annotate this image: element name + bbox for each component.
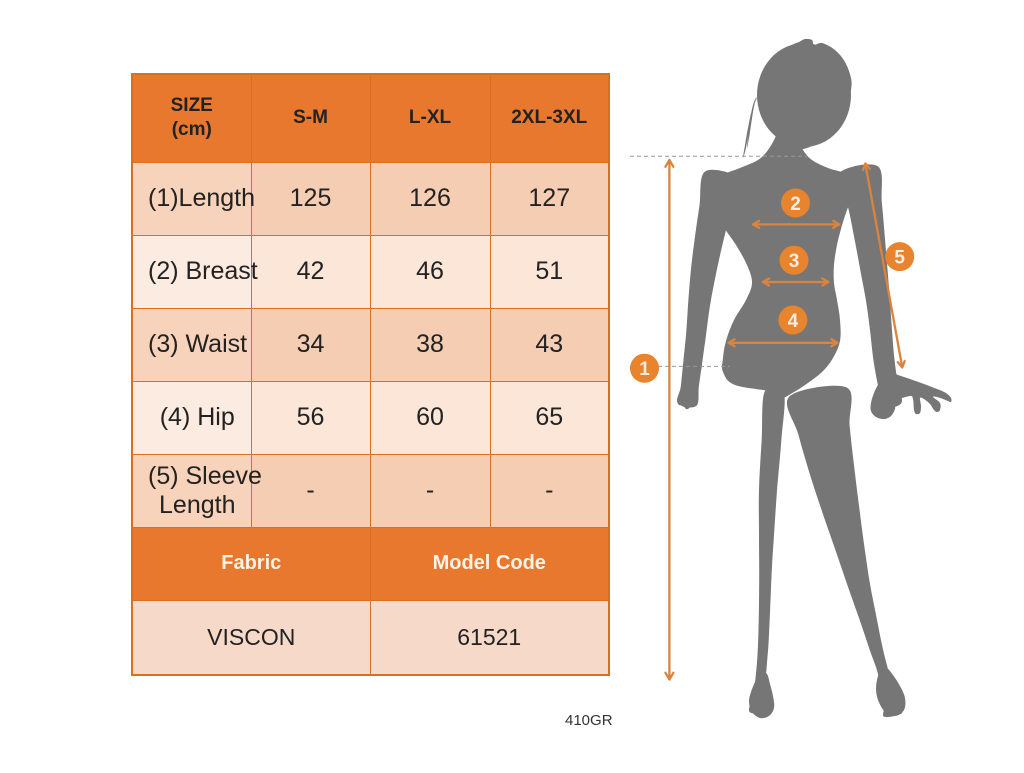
svg-text:2: 2 (790, 194, 801, 215)
svg-text:3: 3 (789, 251, 800, 272)
svg-text:1: 1 (639, 359, 650, 380)
svg-text:5: 5 (894, 247, 905, 268)
svg-text:4: 4 (788, 311, 799, 332)
